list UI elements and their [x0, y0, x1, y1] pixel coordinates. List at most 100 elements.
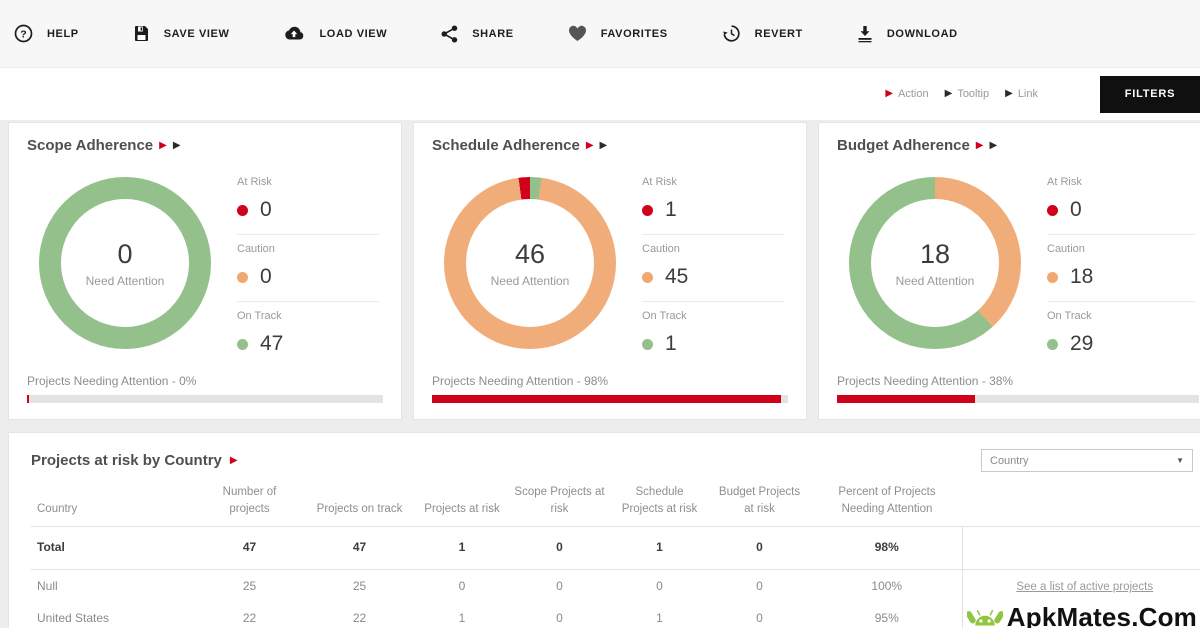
col-budget-projects-at-risk: Budget Projects at risk: [707, 482, 812, 528]
load-view-button[interactable]: LOAD VIEW: [283, 25, 387, 42]
orange-dot-icon: [237, 271, 248, 283]
tooltip-arrow-icon[interactable]: ▶: [172, 139, 181, 151]
stat-at-risk: At Risk 0: [237, 168, 379, 235]
col-percent-needing-attention: Percent of Projects Needing Attention: [812, 482, 962, 528]
help-button[interactable]: ? HELP: [14, 24, 79, 43]
tooltip-arrow-icon[interactable]: ▶: [599, 139, 608, 151]
schedule-progress-bar: [432, 395, 788, 403]
action-arrow-icon[interactable]: ▶: [585, 139, 594, 151]
legend: ▶ Action ▶ Tooltip ▶ Link: [885, 88, 1038, 100]
stat-caution: Caution 45: [642, 235, 784, 302]
scope-center-value: 0: [117, 238, 133, 269]
favorites-label: FAVORITES: [600, 27, 668, 40]
heart-icon: [568, 25, 587, 42]
col-schedule-projects-at-risk: Schedule Projects at risk: [612, 482, 707, 528]
orange-dot-icon: [1047, 271, 1058, 283]
tooltip-triangle-icon: ▶: [944, 88, 953, 99]
scope-adherence-card: Scope Adherence ▶ ▶ 0 Need Attention At …: [8, 122, 402, 420]
load-view-label: LOAD VIEW: [319, 27, 388, 40]
legend-action: ▶ Action: [885, 88, 928, 100]
country-filter-dropdown[interactable]: Country ▼: [981, 449, 1193, 472]
download-icon: [857, 25, 873, 43]
table-title: Projects at risk by Country: [31, 452, 222, 469]
action-triangle-icon: ▶: [885, 88, 894, 99]
schedule-center-label: Need Attention: [490, 273, 570, 288]
svg-text:?: ?: [20, 28, 26, 40]
schedule-adherence-card: Schedule Adherence ▶ ▶ 46 Need Attention…: [413, 122, 807, 420]
action-arrow-icon[interactable]: ▶: [975, 139, 984, 151]
stat-at-risk: At Risk 1: [642, 168, 784, 235]
scope-progress-label: Projects Needing Attention - 0%: [27, 374, 197, 388]
orange-dot-icon: [642, 271, 653, 283]
stat-on-track: On Track 1: [642, 310, 687, 355]
col-projects-at-risk: Projects at risk: [417, 482, 507, 528]
schedule-center-value: 46: [514, 238, 546, 269]
chevron-down-icon: ▼: [1176, 456, 1184, 465]
download-button[interactable]: DOWNLOAD: [857, 25, 958, 43]
green-dot-icon: [642, 338, 653, 350]
action-arrow-icon[interactable]: ▶: [229, 454, 238, 466]
scope-donut-chart[interactable]: 0 Need Attention: [39, 177, 211, 349]
revert-label: REVERT: [754, 27, 803, 40]
budget-adherence-card: Budget Adherence ▶ ▶ 18 Need Attention A…: [818, 122, 1200, 420]
favorites-button[interactable]: FAVORITES: [568, 25, 668, 42]
table-header-row: Country Number of projects Projects on t…: [31, 482, 1200, 528]
active-projects-link[interactable]: See a list of active projects: [1016, 581, 1154, 594]
download-label: DOWNLOAD: [886, 27, 958, 40]
schedule-donut-chart[interactable]: 46 Need Attention: [444, 177, 616, 349]
green-dot-icon: [237, 338, 248, 350]
schedule-stats: At Risk 1 Caution 45 On Track 1: [628, 158, 788, 368]
stat-at-risk: At Risk 0: [1047, 168, 1195, 235]
legend-link-label: Link: [1017, 88, 1038, 100]
history-icon: [722, 24, 741, 43]
budget-stats: At Risk 0 Caution 18 On Track 29: [1033, 158, 1199, 368]
stat-caution: Caution 0: [237, 235, 379, 302]
filters-button[interactable]: FILTERS: [1100, 75, 1200, 113]
col-country: Country: [31, 482, 197, 528]
kpi-cards-row: Scope Adherence ▶ ▶ 0 Need Attention At …: [0, 120, 1200, 420]
share-button[interactable]: SHARE: [441, 25, 514, 43]
action-arrow-icon[interactable]: ▶: [159, 139, 167, 151]
red-dot-icon: [237, 204, 248, 216]
stat-on-track: On Track 29: [1047, 310, 1094, 355]
scope-progress-bar: [27, 395, 383, 403]
help-icon: ?: [14, 24, 33, 43]
scope-center-label: Need Attention: [85, 273, 165, 288]
stat-caution: Caution 18: [1047, 235, 1195, 302]
save-view-label: SAVE VIEW: [163, 27, 230, 40]
col-scope-projects-at-risk: Scope Projects at risk: [507, 482, 612, 528]
table-row-total: Total 47 47 1 0 1 0 98%: [31, 526, 1200, 571]
red-dot-icon: [1047, 204, 1058, 216]
projects-at-risk-table-card: Projects at risk by Country ▶ Country ▼ …: [8, 432, 1200, 628]
share-icon: [441, 25, 458, 43]
red-dot-icon: [642, 204, 653, 216]
card-title-scope: Scope Adherence: [27, 137, 154, 154]
stat-on-track: On Track 47: [237, 310, 284, 355]
scope-stats: At Risk 0 Caution 0 On Track 47: [223, 158, 383, 368]
android-robot-icon: [965, 600, 1005, 628]
card-title-schedule: Schedule Adherence: [432, 137, 580, 154]
card-title-budget: Budget Adherence: [837, 137, 970, 154]
col-projects-on-track: Projects on track: [302, 482, 417, 528]
revert-button[interactable]: REVERT: [722, 24, 803, 43]
col-link: [962, 482, 1200, 528]
legend-link: ▶ Link: [1005, 88, 1038, 100]
green-dot-icon: [1047, 338, 1058, 350]
table-row-null: Null 25 25 0 0 0 0 100% See a list of ac…: [31, 569, 1200, 603]
legend-action-label: Action: [898, 88, 929, 100]
tooltip-arrow-icon[interactable]: ▶: [989, 139, 998, 151]
save-icon: [133, 25, 150, 42]
save-view-button[interactable]: SAVE VIEW: [133, 25, 230, 42]
share-label: SHARE: [472, 27, 514, 40]
col-number-of-projects: Number of projects: [197, 482, 302, 528]
budget-donut-chart[interactable]: 18 Need Attention: [849, 177, 1021, 349]
budget-center-value: 18: [919, 238, 951, 269]
help-label: HELP: [47, 27, 79, 40]
link-triangle-icon: ▶: [1005, 88, 1013, 99]
legend-tooltip-label: Tooltip: [957, 88, 990, 100]
cloud-upload-icon: [283, 25, 305, 42]
watermark-text: ApkMates.Com: [1006, 602, 1197, 628]
budget-center-label: Need Attention: [895, 273, 975, 288]
toolbar: ? HELP SAVE VIEW LOAD VIEW SHARE FAVORIT…: [0, 0, 1200, 68]
country-dropdown-value: Country: [990, 454, 1029, 467]
